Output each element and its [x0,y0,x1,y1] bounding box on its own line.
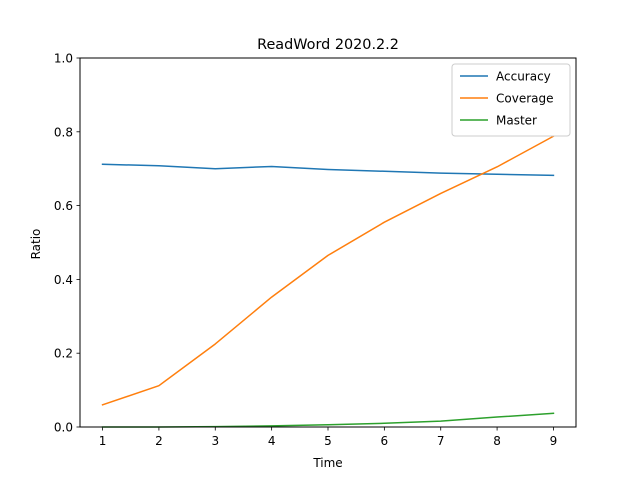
series-line-master [101,412,555,428]
x-tick-label: 9 [550,434,558,448]
chart-title: ReadWord 2020.2.2 [257,37,399,53]
legend-label-coverage: Coverage [496,92,554,106]
legend-box [451,63,571,137]
y-tick-label: 0.0 [54,421,73,435]
x-tick-label: 5 [324,434,332,448]
plot-frame [79,57,577,428]
legend-label-master: Master [496,114,537,128]
x-tick-label: 4 [268,434,276,448]
y-tick-label: 0.2 [54,347,73,361]
y-tick-label: 0.6 [54,199,73,213]
y-tick-label: 0.8 [54,125,73,139]
x-axis-label: Time [312,456,342,470]
x-tick-label: 7 [437,434,445,448]
series-line-coverage [101,135,555,406]
y-tick-label: 0.4 [54,273,73,287]
x-tick-label: 1 [99,434,107,448]
y-tick-label: 1.0 [54,52,73,66]
axis-ticks: 1 2 3 4 5 6 7 8 9 0.0 0.2 0.4 0.6 0.8 1.0 [54,52,557,449]
legend-label-accuracy: Accuracy [496,70,551,84]
x-tick-label: 8 [493,434,501,448]
x-tick-label: 3 [211,434,219,448]
y-axis-label: Ratio [29,229,43,260]
series-line-accuracy [101,163,555,177]
legend: Accuracy Coverage Master [451,63,571,137]
plot-lines [101,135,555,428]
x-tick-label: 6 [381,434,389,448]
x-tick-label: 2 [155,434,163,448]
